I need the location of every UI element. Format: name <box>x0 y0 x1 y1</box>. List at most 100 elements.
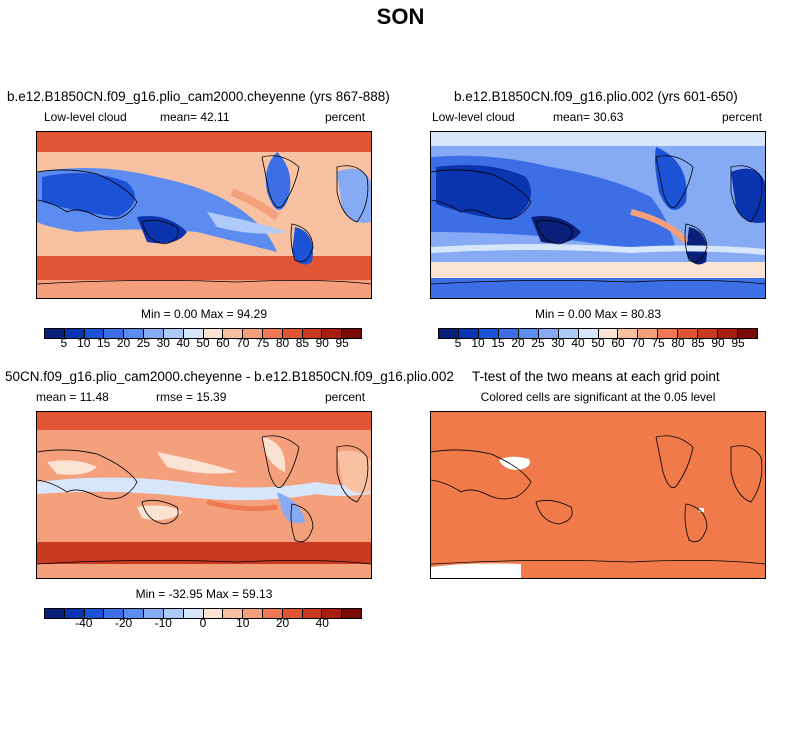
non-significant-region <box>699 508 704 512</box>
significance-fill <box>431 412 765 578</box>
panel-1-min-max: Min = 0.00 Max = 94.29 <box>140 307 268 321</box>
colorbar-swatch <box>124 609 145 618</box>
colorbar-swatch <box>203 609 224 618</box>
colorbar-tick-label: 10 <box>236 616 250 630</box>
panel-3-rmse: rmse = 15.39 <box>156 390 227 404</box>
panel-4-annotation: Colored cells are significant at the 0.0… <box>480 390 716 404</box>
antarctic-band <box>37 564 371 578</box>
non-significant-region <box>499 456 530 470</box>
colorbar-swatch <box>282 609 303 618</box>
pacific-band <box>207 212 287 234</box>
southern-ocean-band <box>37 256 371 280</box>
africa-low-cloud <box>337 168 371 223</box>
colorbar-tick-label: -20 <box>114 616 133 630</box>
continental-low-cloud <box>42 173 135 217</box>
colorbar-tick-label: 20 <box>511 336 525 350</box>
southern-ocean-band <box>37 542 371 564</box>
colorbar-tick-label: 15 <box>491 336 505 350</box>
colorbar-tick-label: 80 <box>671 336 685 350</box>
arctic-band <box>431 132 765 146</box>
colorbar-tick-label: 95 <box>731 336 745 350</box>
colorbar-tick-label: 40 <box>315 616 329 630</box>
colorbar-swatch <box>658 329 679 338</box>
panel-2-title: b.e12.B1850CN.f09_g16.plio.002 (yrs 601-… <box>454 89 738 104</box>
colorbar-tick-label: 5 <box>454 336 462 350</box>
colorbar-swatch <box>282 329 303 338</box>
panel-3-colorbar-labels: -40 -20 -10 0 10 20 40 <box>44 616 362 630</box>
panel-1-title: b.e12.B1850CN.f09_g16.plio_cam2000.cheye… <box>7 89 390 104</box>
panel-3-map-svg <box>37 412 371 578</box>
north-america-low-cloud <box>655 147 687 210</box>
colorbar-swatch <box>163 329 184 338</box>
panel-1-variable-label: Low-level cloud <box>44 110 127 124</box>
panel-2-min-max: Min = 0.00 Max = 80.83 <box>534 307 662 321</box>
africa-low-cloud <box>731 168 765 223</box>
panel-4-title: T-test of the two means at each grid poi… <box>472 369 720 384</box>
colorbar-tick-label: 75 <box>651 336 665 350</box>
panel-1-map-svg <box>37 132 371 298</box>
non-significant-region <box>431 563 521 578</box>
colorbar-swatch <box>698 329 719 338</box>
colorbar-tick-label: 5 <box>60 336 68 350</box>
panel-2-map <box>430 131 766 299</box>
stratocumulus-deck <box>630 209 689 244</box>
colorbar-swatch <box>223 609 244 618</box>
panel-4-map <box>430 411 766 579</box>
colorbar-tick-label: 60 <box>611 336 625 350</box>
colorbar-swatch <box>518 329 539 338</box>
panel-1-map <box>36 131 372 299</box>
colorbar-swatch <box>163 609 184 618</box>
colorbar-tick-label: 30 <box>156 336 170 350</box>
colorbar-swatch <box>262 609 283 618</box>
colorbar-swatch <box>45 609 65 618</box>
colorbar-swatch <box>618 329 639 338</box>
pacific-band <box>431 244 765 255</box>
colorbar-swatch <box>322 609 343 618</box>
panel-2-colorbar <box>438 328 758 339</box>
colorbar-tick-label: 50 <box>591 336 605 350</box>
panel-2-units: percent <box>722 110 763 124</box>
colorbar-tick-label: 70 <box>631 336 645 350</box>
panel-3-min-max: Min = -32.95 Max = 59.13 <box>135 587 273 601</box>
panel-1-colorbar-labels: 5 10 15 20 25 30 40 50 60 70 75 80 85 90 95 <box>44 336 362 350</box>
panel-2-variable-label: Low-level cloud <box>432 110 515 124</box>
colorbar-swatch <box>678 329 699 338</box>
colorbar-tick-label: 70 <box>236 336 250 350</box>
colorbar-swatch <box>342 609 361 618</box>
panel-3-map <box>36 411 372 579</box>
continental-low-cloud <box>436 164 531 220</box>
colorbar-swatch <box>183 329 204 338</box>
colorbar-tick-label: 80 <box>275 336 290 350</box>
colorbar-tick-label: 0 <box>199 616 207 630</box>
north-america-low-cloud <box>265 152 291 210</box>
stratocumulus-deck <box>230 188 280 221</box>
coastlines <box>37 435 371 565</box>
colorbar-swatch <box>558 329 579 338</box>
coastlines <box>431 435 765 565</box>
pacific-band <box>37 477 371 501</box>
continental-low-cloud <box>47 460 97 475</box>
colorbar-tick-label: 85 <box>691 336 705 350</box>
panel-1-units: percent <box>325 110 366 124</box>
colorbar-swatch <box>144 609 164 618</box>
colorbar-swatch <box>84 329 105 338</box>
antarctic-band <box>37 280 371 298</box>
arctic-band <box>37 132 371 152</box>
panel-2-map-svg <box>431 132 765 298</box>
colorbar-tick-label: 15 <box>96 336 111 350</box>
colorbar-tick-label: 20 <box>275 616 290 630</box>
colorbar-swatch <box>478 329 499 338</box>
colorbar-swatch <box>498 329 519 338</box>
africa-low-cloud <box>337 450 371 494</box>
colorbar-swatch <box>302 609 323 618</box>
colorbar-swatch <box>144 329 164 338</box>
colorbar-swatch <box>243 329 263 338</box>
panel-3-colorbar <box>44 608 362 619</box>
tropical-low-cloud <box>157 452 237 474</box>
colorbar-swatch <box>104 329 125 338</box>
panel-3-units: percent <box>325 390 366 404</box>
colorbar-swatch <box>342 329 361 338</box>
north-america-low-cloud <box>262 437 286 472</box>
australia-low-cloud <box>137 505 182 520</box>
panel-4-map-svg <box>431 412 765 578</box>
